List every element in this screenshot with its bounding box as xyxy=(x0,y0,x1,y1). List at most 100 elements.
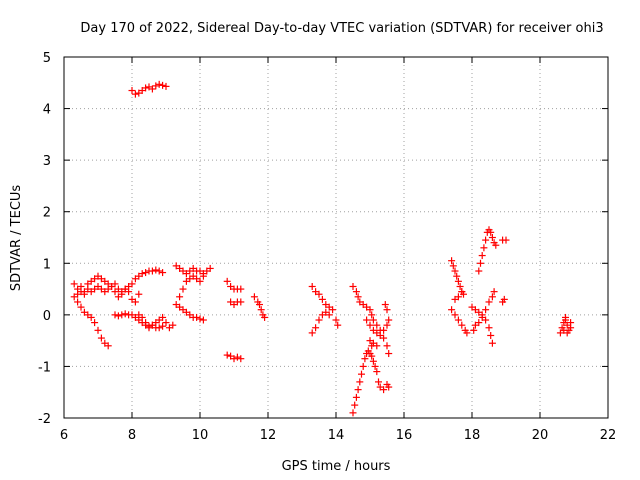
data-point xyxy=(162,82,170,90)
data-point xyxy=(329,306,337,314)
data-point xyxy=(230,355,238,363)
data-point xyxy=(125,288,133,296)
data-point xyxy=(315,316,323,324)
data-point xyxy=(142,319,150,327)
data-point xyxy=(169,321,177,329)
data-point xyxy=(369,357,377,365)
data-point xyxy=(453,272,461,280)
data-point xyxy=(451,267,459,275)
data-point xyxy=(261,313,269,321)
data-point xyxy=(363,316,371,324)
data-point xyxy=(155,80,163,88)
data-points xyxy=(70,80,575,417)
data-point xyxy=(257,306,265,314)
data-point xyxy=(373,368,381,376)
series-trace-s xyxy=(448,306,471,337)
data-point xyxy=(366,306,374,314)
x-tick-label: 16 xyxy=(396,428,413,443)
data-point xyxy=(352,393,360,401)
data-point xyxy=(385,350,393,358)
data-point xyxy=(448,257,456,265)
data-point xyxy=(383,342,391,350)
data-point xyxy=(368,352,376,360)
data-point xyxy=(482,306,490,314)
data-point xyxy=(354,386,362,394)
data-point xyxy=(485,324,493,332)
data-point xyxy=(312,324,320,332)
data-point xyxy=(373,321,381,329)
series-trace-v xyxy=(499,236,510,306)
data-point xyxy=(454,293,462,301)
data-point xyxy=(475,267,483,275)
data-point xyxy=(567,319,575,327)
data-point xyxy=(155,267,163,275)
y-tick-label: 1 xyxy=(43,257,51,272)
data-point xyxy=(383,306,391,314)
data-point xyxy=(380,326,388,334)
axis-ticks xyxy=(63,56,609,419)
chart-title: Day 170 of 2022, Sidereal Day-to-day VTE… xyxy=(80,21,603,36)
data-point xyxy=(74,298,82,306)
series-trace-c xyxy=(70,282,143,306)
data-point xyxy=(373,342,381,350)
y-axis-label: SDTVAR / TECUs xyxy=(9,185,24,292)
x-tick-label: 12 xyxy=(260,428,277,443)
data-point xyxy=(352,288,360,296)
data-point xyxy=(482,236,490,244)
data-point xyxy=(463,329,471,337)
data-point xyxy=(135,290,143,298)
x-tick-label: 6 xyxy=(60,428,68,443)
data-point xyxy=(159,269,167,277)
data-point xyxy=(315,290,323,298)
data-point xyxy=(375,378,382,386)
data-point xyxy=(70,280,78,288)
data-point xyxy=(237,355,245,363)
x-tick-label: 8 xyxy=(128,428,136,443)
data-point xyxy=(237,298,245,306)
data-point xyxy=(131,90,139,98)
y-tick-label: 2 xyxy=(43,206,51,221)
series-trace-a xyxy=(128,80,170,98)
data-point xyxy=(487,331,495,339)
series-trace-k xyxy=(223,351,245,363)
data-point xyxy=(196,315,204,323)
data-point xyxy=(199,316,207,324)
data-point xyxy=(488,293,496,301)
y-tick-labels: -2 -1 0 1 2 3 4 5 xyxy=(38,51,51,427)
data-point xyxy=(111,288,119,296)
data-point xyxy=(308,329,316,337)
data-point xyxy=(176,293,184,301)
data-point xyxy=(448,306,456,314)
data-point xyxy=(104,342,112,350)
x-tick-label: 22 xyxy=(600,428,617,443)
data-point xyxy=(233,353,241,361)
data-point xyxy=(490,288,498,296)
data-point xyxy=(358,370,365,378)
data-point xyxy=(142,269,150,277)
data-point xyxy=(128,280,136,288)
data-point xyxy=(478,313,486,321)
data-point xyxy=(354,293,362,301)
data-point xyxy=(502,236,510,244)
data-point xyxy=(381,301,389,309)
data-point xyxy=(237,285,245,293)
data-point xyxy=(77,303,85,311)
data-point xyxy=(318,295,326,303)
data-point xyxy=(196,277,204,285)
series-trace-f xyxy=(135,311,167,332)
y-tick-label: -1 xyxy=(38,360,51,375)
data-point xyxy=(97,334,105,342)
data-point xyxy=(179,285,187,293)
data-point xyxy=(475,319,483,327)
data-point xyxy=(454,316,462,324)
data-point xyxy=(148,85,156,93)
series-trace-w xyxy=(556,313,575,337)
data-point xyxy=(492,241,500,249)
data-point xyxy=(488,234,496,241)
data-point xyxy=(451,311,459,319)
data-point xyxy=(488,339,496,347)
data-point xyxy=(223,351,231,359)
data-point xyxy=(458,321,466,329)
data-point xyxy=(458,288,466,296)
x-tick-label: 18 xyxy=(464,428,481,443)
